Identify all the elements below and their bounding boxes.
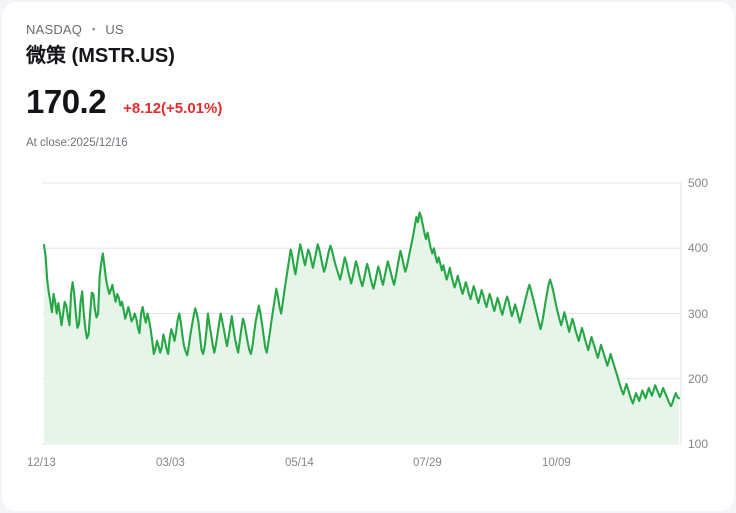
market-status-note: At close:2025/12/16 xyxy=(26,137,128,149)
x-axis-tick-label: 07/29 xyxy=(413,457,442,469)
exchange-region-row: NASDAQ ・ US xyxy=(26,22,686,38)
x-axis-tick-label: 10/09 xyxy=(542,457,571,469)
x-axis-labels: 12/13 03/03 05/14 07/29 10/09 xyxy=(2,456,734,476)
chart-canvas[interactable] xyxy=(2,167,734,457)
y-axis-tick-label: 500 xyxy=(688,176,709,190)
region-label: US xyxy=(105,22,124,37)
y-axis-tick-label: 100 xyxy=(688,437,709,451)
price-change: +8.12(+5.01%) xyxy=(123,100,223,117)
chart-line xyxy=(42,211,681,408)
exchange-label: NASDAQ xyxy=(26,22,83,37)
page-title: 微策 (MSTR.US) xyxy=(26,45,175,67)
quote-header: NASDAQ ・ US 微策 (MSTR.US) 170.2 +8.12(+5.01… xyxy=(26,22,686,151)
x-axis-tick-label: 05/14 xyxy=(285,457,314,469)
price-row: 170.2 +8.12(+5.01%) xyxy=(26,84,686,120)
x-axis-tick-label: 12/13 xyxy=(27,457,56,469)
y-axis-tick-label: 200 xyxy=(688,371,709,386)
y-axis-tick-label: 300 xyxy=(688,306,709,321)
bullet-separator-icon: ・ xyxy=(87,22,101,37)
chart-area-fill xyxy=(44,212,679,444)
y-axis-labels: 500 400 300 200 100 xyxy=(688,167,734,457)
price-chart[interactable]: 500 400 300 200 100 12/13 03/03 05/14 07/29 10/0… xyxy=(2,167,734,477)
last-price: 170.2 xyxy=(26,83,107,120)
x-axis-tick-label: 03/03 xyxy=(156,457,185,469)
y-axis-tick-label: 400 xyxy=(688,241,709,256)
